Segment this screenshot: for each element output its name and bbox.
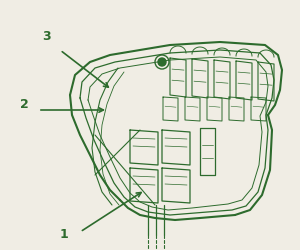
Text: 2: 2: [20, 98, 29, 111]
Text: 3: 3: [42, 30, 51, 43]
Text: 1: 1: [60, 228, 69, 241]
Circle shape: [158, 58, 166, 66]
